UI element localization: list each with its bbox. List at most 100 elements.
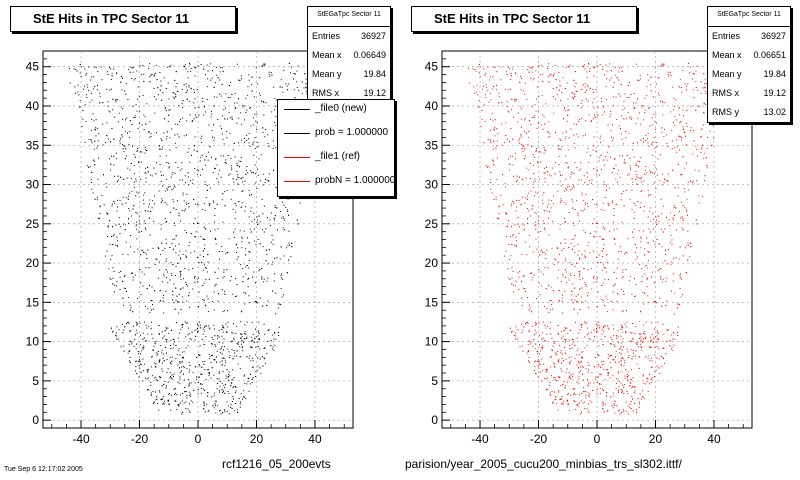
data-point [215,412,217,414]
data-point [74,86,76,88]
data-point [644,266,646,268]
data-point [695,81,697,83]
data-point [120,346,122,348]
data-point [608,328,610,330]
data-point [620,251,622,252]
data-point [229,97,231,98]
data-point [531,325,533,327]
data-point [163,383,165,385]
data-point [585,300,587,302]
data-point [217,267,219,269]
data-point [129,210,131,212]
data-point [221,364,223,366]
data-point [219,258,220,260]
data-point [571,294,573,296]
data-point [144,152,146,154]
data-point [241,340,243,342]
data-point [205,228,207,230]
data-point [116,280,118,282]
data-point [483,104,485,106]
data-point [606,311,608,313]
data-point [656,142,658,143]
data-point [605,325,606,327]
data-point [650,357,652,359]
data-point [167,186,169,188]
data-point [131,190,133,192]
data-point [108,138,109,140]
data-point [538,360,540,362]
data-point [134,115,136,117]
data-point [158,360,160,362]
data-point [582,402,584,404]
data-point [203,299,205,301]
data-point [280,275,282,277]
data-point [181,400,183,402]
data-point [630,408,632,409]
data-point [113,291,115,293]
data-point [187,345,189,347]
data-point [241,191,243,192]
data-point [583,387,585,388]
data-point [594,66,596,68]
data-point [226,332,228,333]
data-point [694,169,696,171]
data-point [246,265,248,266]
data-point [172,338,174,340]
data-point [211,343,212,345]
data-point [250,360,252,362]
data-point [222,392,224,393]
data-point [638,230,640,232]
data-point [146,150,148,151]
data-point [614,412,616,414]
data-point [144,252,146,254]
data-point [649,346,651,348]
data-point [555,259,557,261]
data-point [258,321,260,323]
data-point [111,72,113,74]
data-point [99,213,101,215]
data-point [252,143,254,145]
data-point [568,66,570,68]
data-point [684,132,685,134]
data-point [651,377,653,379]
data-point [560,281,562,283]
data-point [216,378,218,380]
data-point [136,221,138,223]
data-point [503,142,505,144]
data-point [618,169,620,171]
data-point [632,386,633,388]
data-point [680,277,682,279]
data-point [596,325,598,327]
data-point [75,92,77,94]
data-point [259,367,261,369]
data-point [172,294,174,296]
data-point [621,392,623,393]
data-point [682,128,684,130]
data-point [574,401,576,402]
data-point [181,324,183,326]
data-point [120,138,122,140]
data-point [134,339,136,340]
data-point [111,128,113,129]
data-point [142,338,144,340]
data-point [507,268,509,270]
data-point [649,107,650,109]
data-point [219,391,220,393]
data-point [524,197,526,199]
data-point [600,262,602,264]
data-point [564,387,566,389]
data-point [140,344,141,346]
data-point [123,287,125,289]
data-point [658,348,660,350]
data-point [244,333,246,335]
data-point [629,406,631,408]
data-point [242,106,244,108]
data-point [221,329,223,330]
data-point [536,127,538,129]
data-point [183,84,185,86]
data-point [564,277,566,278]
data-point [159,377,161,379]
data-point [188,410,190,412]
data-point [700,136,702,138]
data-point [695,145,697,147]
